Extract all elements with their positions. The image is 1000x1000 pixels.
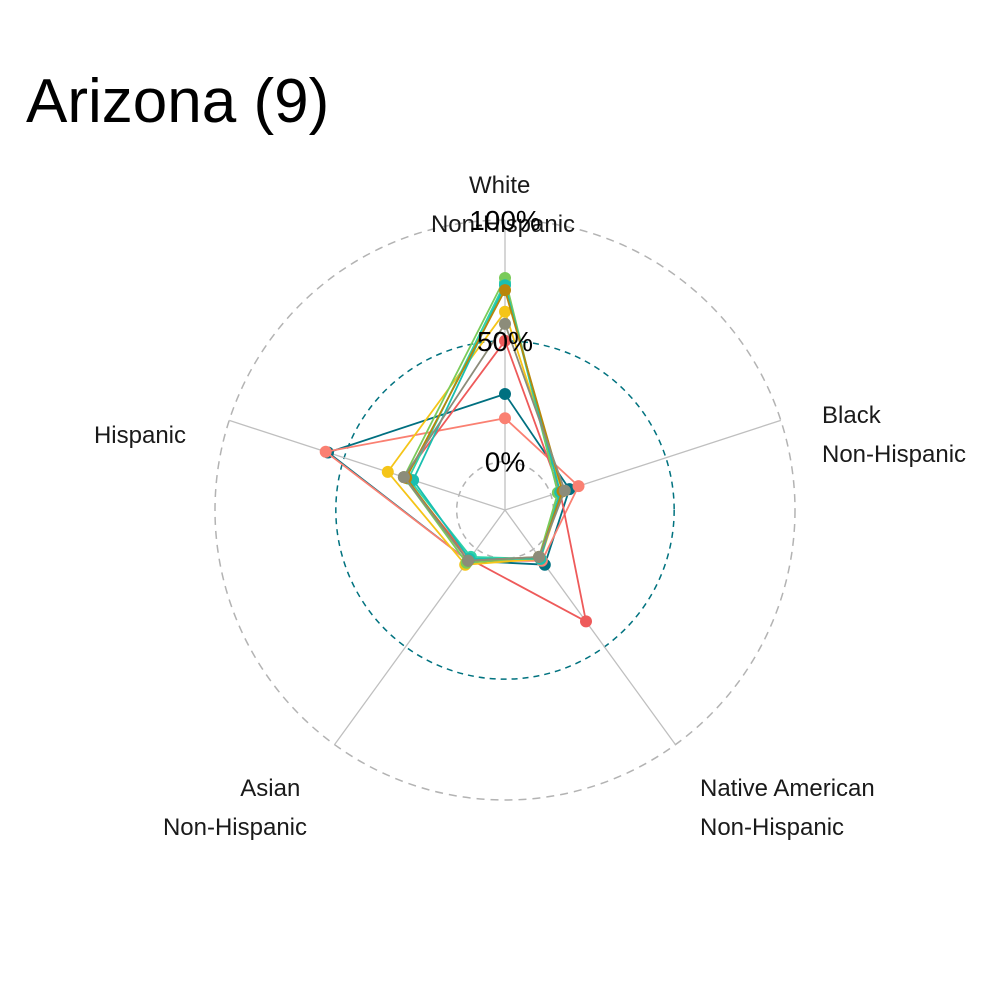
chart-title: Arizona (9) bbox=[26, 67, 329, 136]
axis-spoke bbox=[334, 509, 506, 745]
data-point bbox=[580, 615, 592, 628]
data-point bbox=[319, 445, 332, 458]
data-point bbox=[397, 471, 410, 484]
data-point bbox=[558, 484, 571, 497]
data-point bbox=[533, 550, 546, 563]
series-line bbox=[402, 277, 559, 564]
data-point bbox=[462, 554, 475, 567]
axis-label-hispanic: Hispanic bbox=[94, 422, 186, 449]
axis-spoke bbox=[504, 509, 676, 745]
series-3 bbox=[397, 334, 592, 628]
data-point bbox=[499, 317, 511, 330]
series-layer bbox=[319, 272, 592, 628]
axis-label-white: White Non-Hispanic bbox=[431, 172, 575, 238]
data-point bbox=[381, 465, 394, 478]
data-point bbox=[499, 284, 511, 297]
axis-labels: White Non-Hispanic Black Non-Hispanic Na… bbox=[94, 172, 966, 841]
series-line bbox=[407, 281, 559, 560]
grid-label-100: 100% bbox=[469, 205, 541, 236]
data-point bbox=[499, 305, 511, 318]
axis-label-black: Black Non-Hispanic bbox=[822, 402, 966, 468]
grid-label-0: 0% bbox=[485, 447, 525, 478]
axis-spoke bbox=[504, 419, 782, 511]
data-point bbox=[499, 334, 511, 347]
series-line bbox=[402, 322, 566, 562]
axis-spoke bbox=[228, 419, 506, 511]
axis-label-asian: Asian Non-Hispanic bbox=[163, 775, 307, 841]
data-point bbox=[499, 388, 511, 400]
grid-labels: 0% 50% 100% bbox=[469, 205, 541, 478]
data-point bbox=[572, 480, 585, 493]
series-9 bbox=[397, 317, 571, 567]
grid-ring-100 bbox=[214, 219, 796, 801]
grid-label-50: 50% bbox=[477, 326, 533, 357]
axis-label-native-american: Native American Non-Hispanic bbox=[700, 775, 881, 841]
data-point bbox=[499, 412, 511, 425]
